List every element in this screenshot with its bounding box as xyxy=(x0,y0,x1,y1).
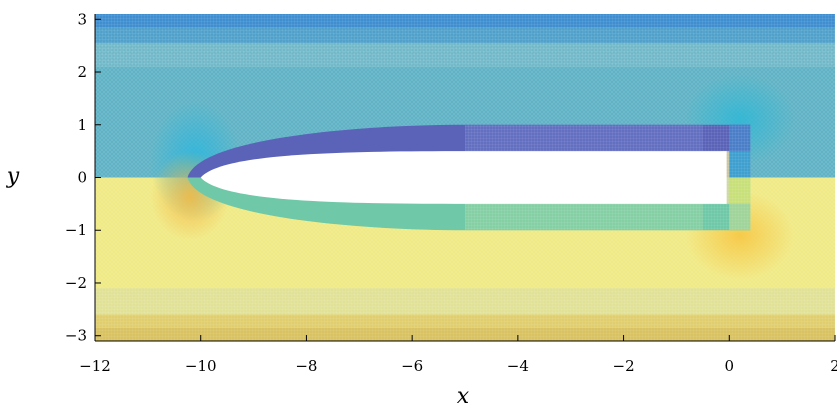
x-tick-label: 2 xyxy=(830,357,837,375)
y-axis-ticks: −3 −2 −1 0 1 2 3 xyxy=(65,10,101,345)
y-tick-label: −1 xyxy=(65,221,87,239)
y-axis-label: y xyxy=(6,164,20,189)
y-tick-label: 3 xyxy=(77,10,87,28)
x-tick-label: −8 xyxy=(295,357,317,375)
x-tick-label: −4 xyxy=(507,357,529,375)
x-tick-label: −2 xyxy=(613,357,635,375)
x-axis-label: x xyxy=(457,384,470,409)
x-axis-ticks: −12 −10 −8 −6 −4 −2 0 2 xyxy=(79,335,837,375)
x-tick-label: −10 xyxy=(185,357,217,375)
projectile-body xyxy=(200,151,727,204)
x-tick-label: 0 xyxy=(725,357,735,375)
y-tick-label: −3 xyxy=(65,327,87,345)
y-tick-label: −2 xyxy=(65,274,87,292)
y-tick-label: 2 xyxy=(77,63,87,81)
plot-area xyxy=(95,14,835,341)
y-tick-label: 0 xyxy=(77,169,87,187)
x-tick-label: −12 xyxy=(79,357,111,375)
x-tick-label: −6 xyxy=(401,357,423,375)
y-tick-label: 1 xyxy=(77,116,87,134)
